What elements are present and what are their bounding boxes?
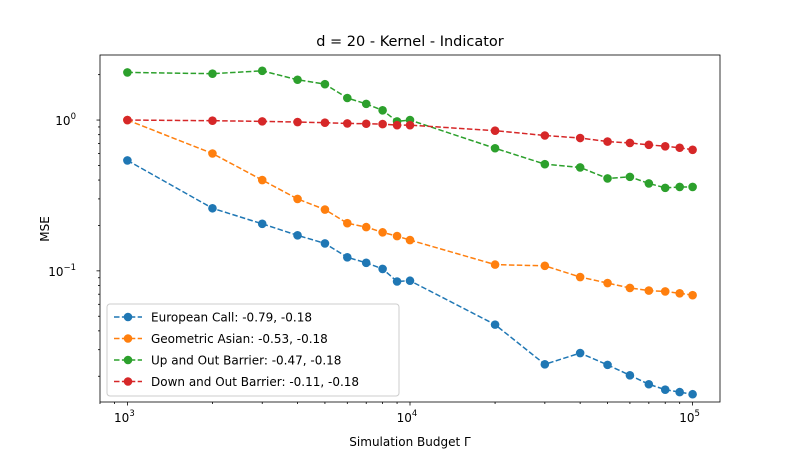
- series-2-point: [603, 174, 612, 183]
- series-1-point: [208, 149, 217, 158]
- series-1-point: [293, 194, 302, 204]
- series-2-point: [123, 68, 132, 77]
- y-axis-label: MSE: [38, 216, 52, 242]
- x-tick-label: 104: [397, 409, 418, 425]
- legend-label-1: Geometric Asian: -0.53, -0.18: [151, 332, 328, 346]
- legend-marker-3: [123, 377, 133, 386]
- series-3-point: [257, 117, 267, 126]
- series-0-point: [123, 156, 132, 165]
- series-3-point: [644, 140, 654, 150]
- series-3-point: [208, 116, 217, 126]
- series-1-point: [644, 286, 654, 295]
- x-tick-label: 103: [114, 409, 135, 425]
- series-1-point: [625, 283, 635, 293]
- series-2-point: [320, 79, 330, 89]
- series-0-point: [208, 203, 217, 213]
- series-2-point: [625, 172, 635, 182]
- series-3-point: [660, 141, 670, 151]
- series-3-point: [405, 120, 415, 130]
- x-axis-label: Simulation Budget Γ: [349, 435, 471, 449]
- series-3-point: [392, 120, 402, 130]
- legend-marker-0: [123, 312, 133, 322]
- series-0-point: [361, 258, 371, 268]
- legend-box: [106, 303, 400, 397]
- series-1-point: [540, 261, 550, 271]
- series-3-point: [603, 137, 612, 146]
- series-0-point: [540, 360, 550, 369]
- series-2-point: [575, 163, 585, 172]
- legend-marker-2: [123, 355, 133, 365]
- legend-label-2: Up and Out Barrier: -0.47, -0.18: [151, 354, 341, 368]
- legend-marker-1: [123, 334, 133, 343]
- series-2-point: [675, 182, 684, 192]
- series-0-point: [625, 370, 635, 380]
- y-tick-label: 10−1: [48, 263, 76, 279]
- series-3-point: [540, 131, 550, 140]
- series-2-point: [660, 183, 670, 193]
- series-0-point: [392, 277, 402, 286]
- y-tick-label: 100: [55, 112, 76, 128]
- series-0-point: [343, 252, 352, 262]
- series-1-point: [603, 278, 612, 288]
- series-0-point: [257, 219, 267, 229]
- series-3-point: [293, 117, 302, 127]
- series-0-point: [320, 239, 330, 248]
- series-3-point: [123, 115, 132, 125]
- series-1-point: [320, 205, 330, 214]
- chart-title: d = 20 - Kernel - Indicator: [316, 34, 504, 50]
- series-3-point: [361, 119, 371, 129]
- series-1-point: [361, 222, 371, 232]
- series-0-point: [660, 385, 670, 394]
- series-3-point: [675, 143, 684, 153]
- series-2-point: [361, 99, 371, 109]
- legend-label-3: Down and Out Barrier: -0.11, -0.18: [151, 375, 359, 389]
- series-0-point: [603, 360, 612, 370]
- series-2-point: [208, 69, 217, 78]
- legend: European Call: -0.79, -0.18 Geometric Asi…: [106, 303, 400, 397]
- series-1-point: [257, 175, 267, 185]
- series-1-point: [660, 287, 670, 296]
- series-2-point: [540, 159, 550, 169]
- series-3-point: [378, 119, 387, 129]
- series-0-point: [378, 264, 387, 274]
- series-2-point: [490, 143, 500, 153]
- series-3-point: [688, 145, 697, 155]
- series-2-point: [343, 93, 352, 103]
- series-3-point: [343, 119, 352, 128]
- series-0-point: [575, 348, 585, 358]
- series-2-point: [644, 179, 654, 188]
- legend-label-0: European Call: -0.79, -0.18: [151, 311, 312, 325]
- series-1-point: [675, 288, 684, 298]
- series-3-point: [575, 133, 585, 143]
- series-0-point: [688, 389, 697, 399]
- series-1-point: [575, 272, 585, 282]
- series-0-point: [644, 379, 654, 389]
- series-0-point: [675, 387, 684, 397]
- series-2-point: [378, 106, 387, 115]
- series-2-point: [257, 66, 267, 76]
- series-2-point: [688, 182, 697, 192]
- series-3-point: [490, 126, 500, 135]
- series-3-point: [320, 118, 330, 128]
- series-3-point: [625, 138, 635, 148]
- series-2-point: [293, 75, 302, 85]
- x-tick-label: 105: [679, 409, 700, 425]
- series-1-point: [688, 290, 697, 300]
- series-0-point: [293, 231, 302, 240]
- series-0-point: [490, 320, 500, 329]
- series-1-point: [378, 228, 387, 237]
- series-1-point: [392, 231, 402, 241]
- series-1-point: [343, 218, 352, 228]
- series-1-point: [490, 260, 500, 269]
- series-0-point: [405, 276, 415, 286]
- series-1-point: [405, 235, 415, 245]
- plot-area: 103 104 105 10−1 100: [48, 54, 721, 425]
